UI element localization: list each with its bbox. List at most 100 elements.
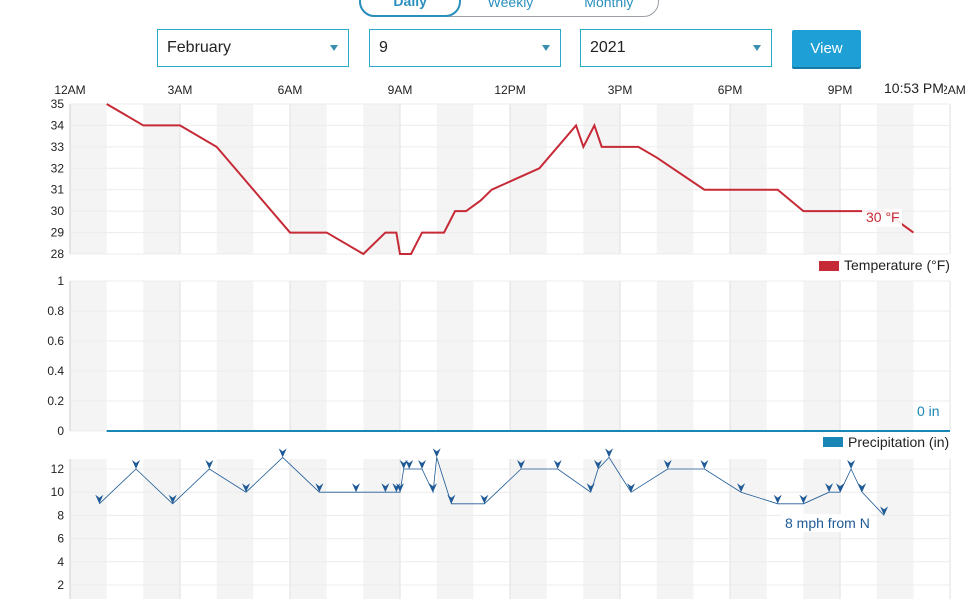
y-tick-label: 0.8 — [47, 304, 64, 318]
time-band — [656, 459, 694, 599]
precipitation-chart: 0 0.2 0.4 0.6 0.8 1 0 in Precipitation (in) — [47, 274, 950, 450]
time-band — [510, 459, 547, 599]
time-tick-label: 9PM — [828, 83, 853, 97]
month-value: February — [167, 39, 232, 56]
year-value: 2021 — [590, 39, 626, 56]
period-selector: Daily Weekly Monthly — [359, 0, 659, 17]
time-band — [70, 104, 107, 254]
time-band — [290, 281, 327, 431]
wind-arrow-icon — [95, 494, 104, 504]
time-band — [436, 104, 474, 254]
time-band — [436, 459, 474, 599]
time-band — [363, 459, 401, 599]
wind-arrows — [95, 448, 889, 516]
time-tick-label: 12PM — [494, 83, 525, 97]
precipitation-legend: Precipitation (in) — [848, 434, 949, 450]
wind-arrow-icon — [773, 494, 782, 504]
y-tick-label: 29 — [51, 226, 65, 240]
wind-arrow-icon — [352, 483, 361, 493]
wind-arrow-icon — [396, 483, 405, 493]
view-button[interactable]: View — [792, 30, 861, 67]
wind-arrow-icon — [432, 448, 441, 458]
current-time-bg — [882, 79, 944, 97]
wind-arrow-icon — [663, 460, 672, 469]
time-band — [510, 281, 547, 431]
wind-arrow-icon — [132, 460, 141, 469]
y-tick-label: 35 — [51, 97, 65, 111]
time-tick-label: 9AM — [388, 83, 413, 97]
time-tick-label: 6AM — [278, 83, 303, 97]
wind-annotation: 8 mph from N — [785, 515, 870, 531]
y-tick-label: 10 — [51, 485, 65, 499]
chevron-down-icon — [542, 45, 550, 51]
month-select[interactable]: February — [157, 29, 349, 67]
time-band — [216, 281, 254, 431]
wind-chart: 2 4 6 8 10 12 8 mph from N — [51, 448, 950, 592]
time-band — [583, 459, 621, 599]
wind-arrow-icon — [737, 483, 746, 493]
time-band — [216, 459, 254, 599]
wind-arrow-icon — [168, 494, 177, 504]
tab-monthly[interactable]: Monthly — [584, 0, 634, 10]
time-band — [656, 281, 694, 431]
chevron-down-icon — [330, 45, 338, 51]
wind-arrow-icon — [836, 483, 845, 493]
time-tick-label: 3AM — [168, 83, 193, 97]
wind-arrow-icon — [553, 460, 562, 469]
current-time-label: 10:53 PM — [884, 80, 944, 96]
y-tick-label: 0 — [57, 424, 64, 438]
time-band — [363, 281, 401, 431]
time-band — [363, 104, 401, 254]
y-tick-label: 6 — [57, 532, 64, 546]
wind-arrow-icon — [586, 483, 595, 493]
wind-arrow-icon — [858, 483, 867, 493]
time-band — [583, 104, 621, 254]
temperature-chart: 28 29 30 31 32 33 34 35 30 °F Temperature (°F) — [51, 97, 950, 273]
wind-line — [99, 456, 885, 516]
y-tick-label: 33 — [51, 140, 65, 154]
day-value: 9 — [379, 39, 388, 56]
temperature-annotation-bg — [862, 208, 902, 227]
wind-arrow-icon — [517, 460, 526, 469]
time-band — [290, 104, 327, 254]
day-select[interactable]: 9 — [369, 29, 561, 67]
temperature-legend-swatch — [819, 261, 839, 271]
time-band — [70, 281, 107, 431]
wind-annotation-bg — [781, 514, 871, 532]
wind-arrow-icon — [594, 460, 603, 469]
tab-weekly[interactable]: Weekly — [487, 0, 534, 10]
precipitation-annotation: 0 in — [917, 403, 940, 419]
wind-arrow-icon — [799, 494, 808, 504]
y-tick-label: 0.2 — [47, 394, 64, 408]
gridlines — [69, 104, 951, 599]
y-tick-label: 28 — [51, 247, 65, 261]
wind-arrow-icon — [418, 460, 427, 469]
chevron-down-icon — [753, 45, 761, 51]
time-band — [583, 281, 621, 431]
wind-arrow-icon — [399, 460, 408, 469]
time-band — [730, 281, 767, 431]
y-tick-label: 31 — [51, 183, 65, 197]
time-band — [143, 281, 181, 431]
y-tick-label: 12 — [51, 462, 65, 476]
year-select[interactable]: 2021 — [580, 29, 772, 67]
y-tick-label: 34 — [51, 118, 65, 132]
time-band — [876, 281, 914, 431]
y-tick-label: 0.4 — [47, 364, 64, 378]
temperature-line — [106, 103, 914, 256]
precipitation-legend-swatch — [823, 437, 843, 447]
time-bands — [70, 104, 914, 599]
wind-arrow-icon — [847, 460, 856, 469]
wind-arrow-icon — [825, 483, 834, 493]
time-band — [730, 459, 767, 599]
wind-arrow-icon — [405, 460, 414, 469]
temperature-legend: Temperature (°F) — [844, 257, 950, 273]
wind-arrow-icon — [278, 448, 287, 458]
y-tick-label: 2 — [57, 578, 64, 592]
wind-y-ticks: 2 4 6 8 10 12 — [51, 462, 950, 592]
wind-arrow-icon — [381, 483, 390, 493]
time-band — [143, 104, 181, 254]
wind-arrow-icon — [242, 483, 251, 493]
time-band — [803, 104, 841, 254]
